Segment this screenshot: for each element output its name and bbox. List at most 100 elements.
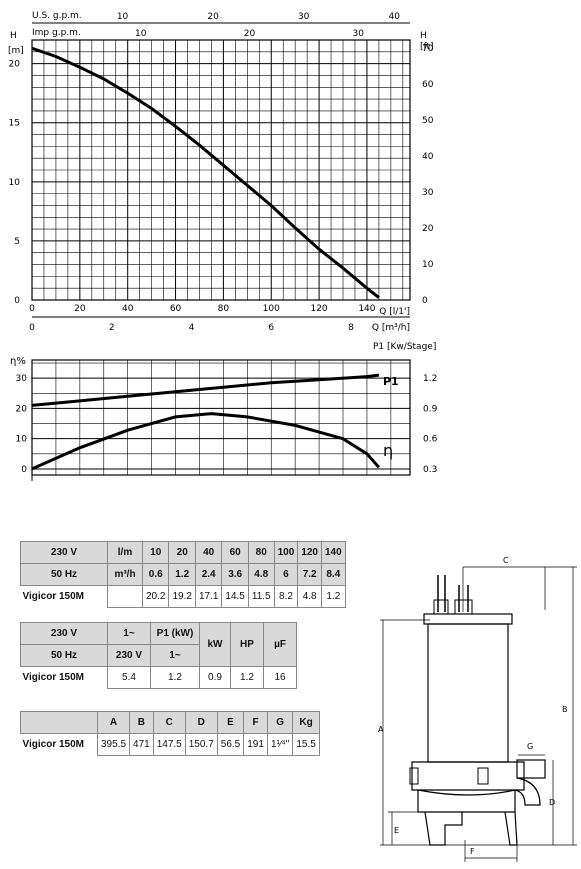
- tick-label-usgpm: 40: [389, 12, 401, 22]
- t3-header: D: [184, 711, 218, 734]
- t2-voltage: 230 V: [20, 622, 108, 645]
- t1-flow-m3h: 3.6: [221, 563, 249, 586]
- h-m-unit: [m]: [8, 46, 24, 56]
- t2-value: 1.2: [150, 666, 200, 689]
- top-axis-ticks: 10 20 30 40 10 20 30: [117, 12, 400, 39]
- t1-flow-m3h: 0.6: [141, 563, 170, 586]
- tick-label-usgpm: 10: [117, 12, 129, 22]
- head-chart-grid: [31, 39, 411, 318]
- tick-label-h-m: 20: [9, 60, 21, 70]
- tick-label-impgpm: 30: [353, 29, 365, 39]
- tick-label-p1: 0.9: [423, 404, 438, 414]
- tick-label-p1: 0.3: [423, 465, 437, 475]
- tick-label-eta: 20: [16, 404, 28, 414]
- pump-foot-left: [424, 811, 463, 846]
- t1-flow-m3h: 7.2: [297, 563, 322, 586]
- tick-label-q-m3h: 2: [109, 323, 115, 333]
- dim-a-label: A: [378, 725, 384, 734]
- t2-hp-header: HP: [230, 622, 264, 667]
- cable-2: [458, 585, 469, 612]
- t1-model: Vigicor 150M: [22, 591, 85, 603]
- t2-volt: 230 V: [107, 644, 151, 667]
- t1-head: 11.5: [247, 585, 275, 608]
- dim-e-label: E: [394, 826, 399, 835]
- t1-head: 1.2: [320, 585, 346, 608]
- t3-value: 56.5: [216, 733, 245, 756]
- t1-lm-header: l/m: [107, 541, 143, 564]
- t2-uf-header: µF: [263, 622, 297, 667]
- t1-flow-lm: 120: [297, 541, 322, 564]
- tick-label-q-m3h: 6: [268, 323, 274, 333]
- tick-label-q-l: 60: [170, 304, 182, 314]
- t2-value: 5.4: [107, 666, 151, 689]
- tick-label-impgpm: 20: [244, 29, 256, 39]
- t1-flow-m3h: 8.4: [320, 563, 346, 586]
- cable-1: [437, 575, 446, 612]
- t3-value: 147.5: [152, 733, 186, 756]
- tick-label-h-ft: 20: [422, 224, 434, 234]
- t1-head: 8.2: [273, 585, 299, 608]
- eff-chart-tick-labels: 0 10 20 30 0.3 0.6 0.9 1.2: [16, 374, 438, 475]
- usgpm-label: U.S. g.p.m.: [32, 11, 82, 21]
- t1-head: 14.5: [221, 585, 249, 608]
- t1-head: 4.8: [297, 585, 322, 608]
- tick-label-h-ft: 60: [422, 80, 434, 90]
- t3-value: 395.5: [96, 733, 131, 756]
- plot-frame: [31, 39, 411, 301]
- electrical-table: 230 V 1~ P1 (kW) kW HP µF 50 Hz 230 V 1~…: [20, 622, 297, 689]
- t3-value: 15.5: [292, 733, 320, 756]
- t1-head: 17.1: [194, 585, 223, 608]
- dim-b-label: B: [562, 705, 568, 714]
- impgpm-label: Imp g.p.m.: [32, 28, 81, 38]
- tick-label-q-m3h: 0: [29, 323, 35, 333]
- tick-label-h-m: 15: [9, 119, 20, 129]
- dim-g-label: G: [527, 742, 533, 751]
- t3-header: E: [216, 711, 245, 734]
- t2-kw-header: kW: [199, 622, 231, 667]
- tick-label-q-l: 0: [29, 304, 35, 314]
- head-curve: [31, 46, 380, 299]
- t2-model: Vigicor 150M: [22, 672, 85, 684]
- tick-label-h-ft: 0: [422, 296, 428, 306]
- tick-label-h-ft: 50: [422, 116, 434, 126]
- t1-flow-lm: 140: [320, 541, 346, 564]
- dim-f-label: F: [470, 847, 475, 856]
- t3-header: G: [266, 711, 294, 734]
- t1-head: 20.2: [141, 585, 170, 608]
- tick-label-q-l: 140: [358, 304, 375, 314]
- t2-p1-header: P1 (kW): [150, 622, 200, 645]
- tick-label-q-m3h: 4: [189, 323, 195, 333]
- dim-c-label: C: [503, 556, 509, 565]
- tick-label-h-ft: 10: [422, 260, 434, 270]
- t3-header: Kg: [292, 711, 320, 734]
- tick-label-h-ft: 30: [422, 188, 434, 198]
- t1-flow-m3h: 6: [273, 563, 299, 586]
- t3-header: B: [129, 711, 154, 734]
- t3-header: F: [243, 711, 268, 734]
- tick-label-q-l: 80: [218, 304, 230, 314]
- t1-flow-m3h: 1.2: [168, 563, 196, 586]
- tick-label-eta: 30: [16, 374, 28, 384]
- tick-label-h-ft: 70: [422, 44, 434, 54]
- t3-header: C: [152, 711, 186, 734]
- tick-label-h-ft: 40: [422, 152, 434, 162]
- tick-label-p1: 0.6: [423, 435, 438, 445]
- t1-flow-lm: 60: [221, 541, 249, 564]
- eta-curve: [31, 412, 381, 471]
- p1-series-label: P1: [383, 375, 399, 388]
- t2-phase: 1~: [107, 622, 151, 645]
- tick-label-q-l: 120: [310, 304, 327, 314]
- t3-value: 150.7: [184, 733, 218, 756]
- p1-axis-label: P1 [Kw/Stage]: [373, 342, 436, 352]
- t2-frequency: 50 Hz: [20, 644, 108, 667]
- plot-frame: [31, 359, 411, 476]
- t1-flow-lm: 80: [247, 541, 275, 564]
- p1-curve: [31, 373, 380, 407]
- t3-header: A: [96, 711, 131, 734]
- t1-flow-lm: 10: [141, 541, 170, 564]
- tick-label-eta: 0: [21, 465, 27, 475]
